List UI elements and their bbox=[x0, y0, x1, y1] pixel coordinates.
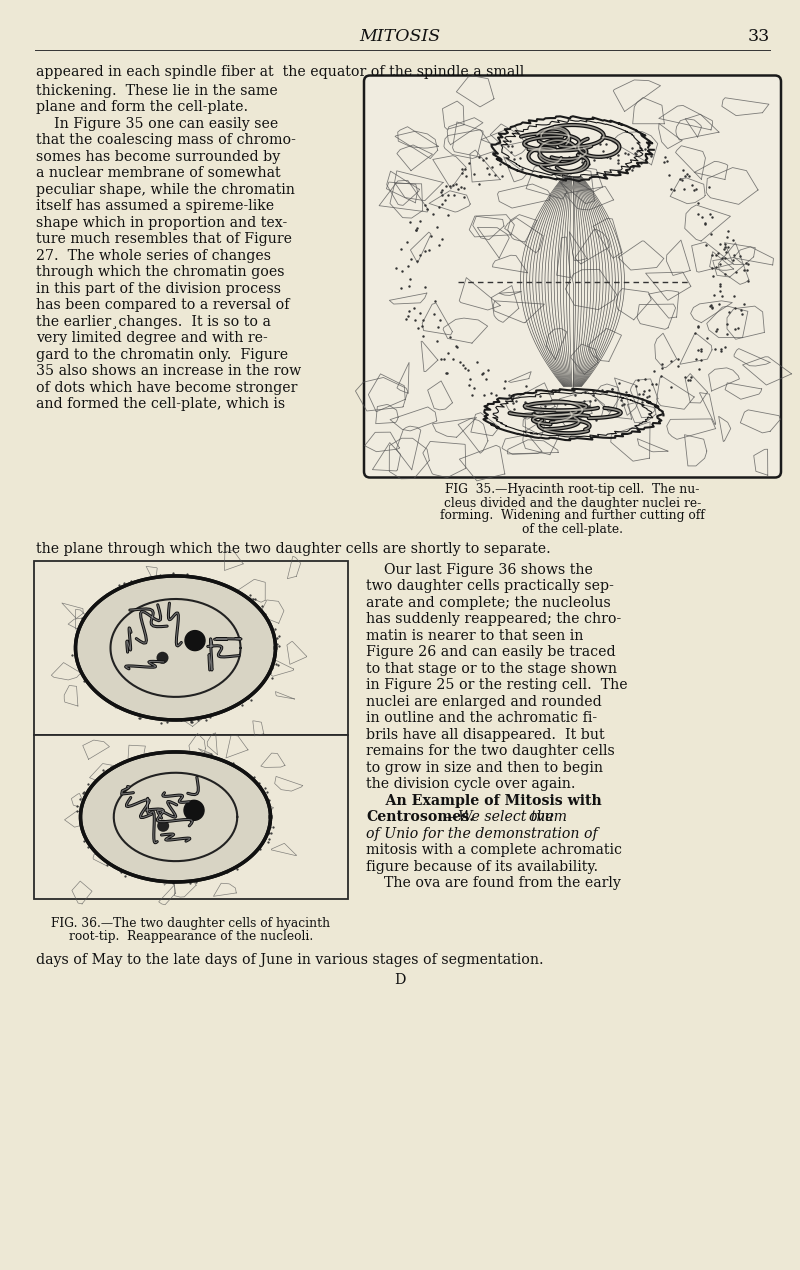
Text: Figure 26 and can easily be traced: Figure 26 and can easily be traced bbox=[366, 645, 616, 659]
Text: nuclei are enlarged and rounded: nuclei are enlarged and rounded bbox=[366, 695, 602, 709]
Text: root-tip.  Reappearance of the nucleoli.: root-tip. Reappearance of the nucleoli. bbox=[69, 930, 313, 942]
Text: to that stage or to the stage shown: to that stage or to the stage shown bbox=[366, 662, 617, 676]
Text: An Example of Mitosis with: An Example of Mitosis with bbox=[366, 794, 602, 808]
Circle shape bbox=[184, 800, 204, 820]
Text: figure because of its availability.: figure because of its availability. bbox=[366, 860, 598, 874]
Text: FIG. 36.—The two daughter cells of hyacinth: FIG. 36.—The two daughter cells of hyaci… bbox=[51, 917, 330, 930]
Circle shape bbox=[157, 820, 169, 832]
Text: of the cell-plate.: of the cell-plate. bbox=[522, 522, 623, 536]
FancyBboxPatch shape bbox=[364, 75, 781, 478]
Text: days of May to the late days of June in various stages of segmentation.: days of May to the late days of June in … bbox=[36, 952, 544, 966]
Text: Our last Figure 36 shows the: Our last Figure 36 shows the bbox=[366, 563, 593, 577]
Text: plane and form the cell-plate.: plane and form the cell-plate. bbox=[36, 100, 248, 114]
Text: mitosis with a complete achromatic: mitosis with a complete achromatic bbox=[366, 843, 622, 857]
Text: has suddenly reappeared; the chro-: has suddenly reappeared; the chro- bbox=[366, 612, 622, 626]
Text: ovum: ovum bbox=[528, 810, 567, 824]
Text: in Figure 25 or the resting cell.  The: in Figure 25 or the resting cell. The bbox=[366, 678, 628, 692]
Text: ture much resembles that of Figure: ture much resembles that of Figure bbox=[36, 232, 292, 246]
Text: in outline and the achromatic fi-: in outline and the achromatic fi- bbox=[366, 711, 597, 725]
Text: thickening.  These lie in the same: thickening. These lie in the same bbox=[36, 84, 278, 98]
Text: brils have all disappeared.  It but: brils have all disappeared. It but bbox=[366, 728, 605, 742]
Circle shape bbox=[185, 631, 205, 650]
Text: 27.  The whole series of changes: 27. The whole series of changes bbox=[36, 249, 271, 263]
Text: In Figure 35 one can easily see: In Figure 35 one can easily see bbox=[36, 117, 278, 131]
Text: the earlier¸changes.  It is so to a: the earlier¸changes. It is so to a bbox=[36, 315, 271, 329]
Text: in this part of the division process: in this part of the division process bbox=[36, 282, 281, 296]
Text: MITOSIS: MITOSIS bbox=[359, 28, 441, 44]
Text: a nuclear membrane of somewhat: a nuclear membrane of somewhat bbox=[36, 166, 281, 180]
Text: forming.  Widening and further cutting off: forming. Widening and further cutting of… bbox=[440, 509, 705, 522]
Ellipse shape bbox=[81, 752, 270, 881]
Text: and formed the cell-plate, which is: and formed the cell-plate, which is bbox=[36, 398, 285, 411]
Text: peculiar shape, while the chromatin: peculiar shape, while the chromatin bbox=[36, 183, 295, 197]
Text: Centrosomes.: Centrosomes. bbox=[366, 810, 474, 824]
Text: that the coalescing mass of chromo-: that the coalescing mass of chromo- bbox=[36, 133, 296, 147]
Text: gard to the chromatin only.  Figure: gard to the chromatin only. Figure bbox=[36, 348, 288, 362]
Text: 33: 33 bbox=[748, 28, 770, 44]
Text: somes has become surrounded by: somes has become surrounded by bbox=[36, 150, 280, 164]
Text: to grow in size and then to begin: to grow in size and then to begin bbox=[366, 761, 603, 775]
FancyBboxPatch shape bbox=[34, 735, 348, 899]
Text: shape which in proportion and tex-: shape which in proportion and tex- bbox=[36, 216, 287, 230]
Text: very limited degree and with re-: very limited degree and with re- bbox=[36, 331, 268, 345]
Text: arate and complete; the nucleolus: arate and complete; the nucleolus bbox=[366, 596, 610, 610]
Text: cleus divided and the daughter nuclei re-: cleus divided and the daughter nuclei re… bbox=[444, 497, 701, 509]
Text: D: D bbox=[394, 973, 406, 988]
Text: remains for the two daughter cells: remains for the two daughter cells bbox=[366, 744, 614, 758]
Text: appeared in each spindle fiber at  the equator of the spindle a small: appeared in each spindle fiber at the eq… bbox=[36, 65, 524, 79]
Text: 35 also shows an increase in the row: 35 also shows an increase in the row bbox=[36, 364, 302, 378]
Text: has been compared to a reversal of: has been compared to a reversal of bbox=[36, 298, 290, 312]
FancyBboxPatch shape bbox=[34, 561, 348, 735]
Text: matin is nearer to that seen in: matin is nearer to that seen in bbox=[366, 629, 583, 643]
Text: of Unio for the demonstration of: of Unio for the demonstration of bbox=[366, 827, 598, 841]
Text: —We select the: —We select the bbox=[444, 810, 558, 824]
Text: of dots which have become stronger: of dots which have become stronger bbox=[36, 381, 298, 395]
Text: the plane through which the two daughter cells are shortly to separate.: the plane through which the two daughter… bbox=[36, 541, 550, 555]
Text: the division cycle over again.: the division cycle over again. bbox=[366, 777, 575, 791]
Text: through which the chromatin goes: through which the chromatin goes bbox=[36, 265, 285, 279]
Text: The ova are found from the early: The ova are found from the early bbox=[366, 876, 621, 890]
Text: FIG  35.—Hyacinth root-tip cell.  The nu-: FIG 35.—Hyacinth root-tip cell. The nu- bbox=[446, 484, 700, 497]
Circle shape bbox=[157, 652, 169, 664]
Ellipse shape bbox=[75, 577, 275, 720]
Text: itself has assumed a spireme-like: itself has assumed a spireme-like bbox=[36, 199, 274, 213]
Text: two daughter cells practically sep-: two daughter cells practically sep- bbox=[366, 579, 614, 593]
